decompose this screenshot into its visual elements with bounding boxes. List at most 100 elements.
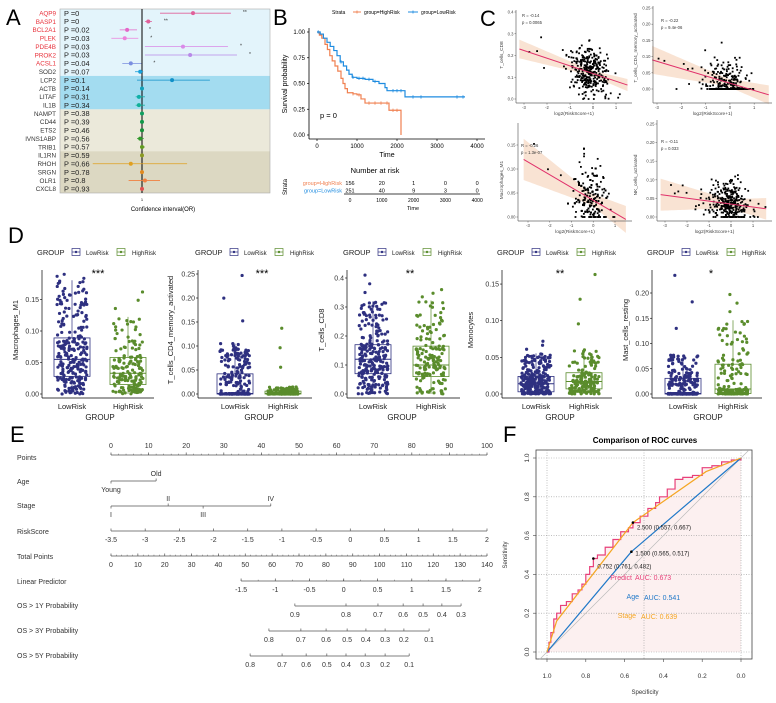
data-point bbox=[369, 307, 373, 311]
data-point bbox=[368, 364, 372, 368]
scatter-point bbox=[720, 77, 723, 80]
or-point bbox=[146, 19, 151, 24]
scatter-point bbox=[581, 70, 584, 73]
scatter-point bbox=[583, 97, 586, 100]
scatter-point bbox=[737, 74, 740, 77]
scatter-point bbox=[592, 174, 595, 177]
scatter-point bbox=[565, 67, 567, 70]
scatter-point bbox=[603, 77, 606, 80]
scatter-point bbox=[735, 65, 738, 68]
scatter-point bbox=[728, 73, 731, 75]
data-point bbox=[730, 340, 734, 344]
scatter-point bbox=[582, 72, 585, 75]
scatter-point bbox=[719, 88, 722, 90]
data-point bbox=[689, 377, 693, 381]
gene-label: ACTB bbox=[39, 86, 56, 93]
data-point bbox=[527, 384, 531, 388]
scatter-point bbox=[607, 97, 610, 100]
scatter-point bbox=[589, 201, 592, 204]
p-value-label: P =0.38 bbox=[64, 109, 90, 118]
data-point bbox=[63, 295, 67, 300]
scatter-point bbox=[729, 216, 732, 218]
gene-label: PROK2 bbox=[35, 52, 57, 59]
scatter-point bbox=[590, 80, 593, 82]
scatter-point bbox=[591, 213, 594, 216]
scatter-point bbox=[729, 79, 731, 82]
scatter-point bbox=[576, 64, 579, 67]
scatter-point bbox=[742, 88, 745, 90]
scatter-point bbox=[589, 82, 592, 84]
scatter-point bbox=[741, 87, 744, 89]
data-point bbox=[720, 356, 725, 360]
p-value-label: P =0.59 bbox=[64, 151, 90, 160]
x-tick-label: -2 bbox=[679, 105, 683, 110]
data-point bbox=[416, 363, 420, 368]
data-point bbox=[383, 346, 387, 350]
scatter-point bbox=[714, 212, 717, 214]
scatter-point bbox=[578, 161, 581, 164]
scatter-point bbox=[714, 192, 717, 195]
level-label: IV bbox=[267, 496, 274, 503]
scatter-point bbox=[714, 216, 717, 218]
scatter-point bbox=[708, 196, 710, 199]
or-point bbox=[140, 128, 144, 133]
data-point bbox=[421, 373, 425, 377]
scatter-point bbox=[717, 82, 720, 85]
scatter-point bbox=[579, 60, 582, 63]
level-label: Old bbox=[151, 471, 162, 478]
scatter-point bbox=[737, 174, 739, 177]
scatter-point bbox=[590, 68, 593, 71]
scatter-point bbox=[607, 192, 610, 195]
data-point bbox=[540, 343, 545, 347]
data-point bbox=[385, 374, 389, 378]
y-tick-label: 0.00 bbox=[646, 215, 655, 220]
scatter-point bbox=[594, 57, 597, 60]
scatter-point bbox=[712, 70, 715, 73]
scatter-point bbox=[724, 75, 727, 77]
scatter-point bbox=[601, 75, 604, 78]
data-point bbox=[578, 374, 582, 378]
scatter-point bbox=[578, 200, 581, 203]
scatter-point bbox=[589, 61, 591, 64]
data-point bbox=[415, 323, 419, 327]
data-point bbox=[735, 367, 739, 371]
risk-count: 0 bbox=[444, 181, 447, 187]
data-point bbox=[424, 343, 428, 348]
scatter-point bbox=[727, 203, 730, 206]
data-point bbox=[370, 351, 374, 356]
data-point bbox=[293, 392, 297, 396]
data-point bbox=[520, 359, 524, 363]
scatter-point bbox=[685, 191, 688, 194]
data-point bbox=[669, 374, 673, 378]
scatter-point bbox=[585, 67, 587, 70]
x-tick-label: 1 bbox=[753, 105, 756, 110]
scatter-point bbox=[595, 189, 597, 191]
tick-label: 1 bbox=[410, 587, 414, 594]
scatter-point bbox=[595, 63, 598, 66]
scatter-point bbox=[727, 88, 730, 90]
data-point bbox=[55, 274, 59, 278]
data-point bbox=[136, 363, 141, 368]
scatter-point bbox=[737, 215, 739, 218]
data-point bbox=[415, 391, 419, 395]
scatter-point bbox=[602, 191, 605, 194]
data-point bbox=[418, 379, 423, 383]
data-point bbox=[717, 392, 721, 396]
scatter-point bbox=[579, 79, 582, 82]
y-tick-label: 0.10 bbox=[25, 329, 39, 336]
data-point bbox=[362, 381, 366, 385]
scatter-point bbox=[721, 198, 723, 201]
scatter-point bbox=[571, 66, 574, 69]
scatter-point bbox=[594, 60, 597, 63]
tick-label: 0.5 bbox=[322, 662, 332, 669]
x-tick-label: 0.8 bbox=[581, 673, 590, 680]
data-point bbox=[440, 351, 444, 356]
scatter-point bbox=[586, 211, 589, 214]
data-point bbox=[437, 344, 441, 348]
data-point bbox=[537, 378, 541, 382]
scatter-point bbox=[717, 204, 720, 206]
p-value-label: P =0.07 bbox=[64, 67, 90, 76]
p-value-label: P =0.78 bbox=[64, 168, 90, 177]
scatter-point bbox=[563, 65, 565, 68]
data-point bbox=[359, 306, 363, 310]
